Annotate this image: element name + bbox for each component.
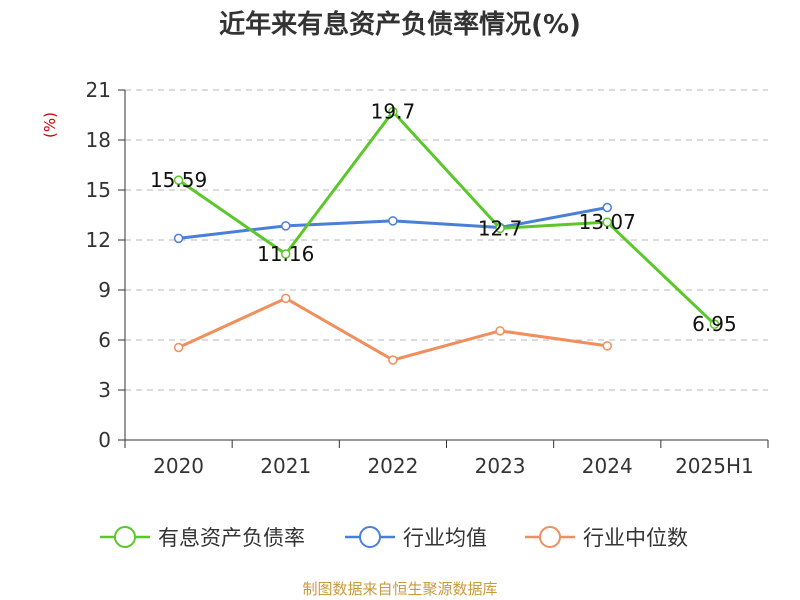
y-tick-label: 12 xyxy=(86,228,111,252)
x-tick-label: 2020 xyxy=(153,454,204,478)
legend-marker xyxy=(539,526,561,548)
data-label: 12.7 xyxy=(478,216,523,240)
y-tick-label: 9 xyxy=(98,278,111,302)
data-point xyxy=(281,293,291,304)
legend-label: 有息资产负债率 xyxy=(158,526,305,550)
legend-label: 行业中位数 xyxy=(583,526,688,550)
series-line xyxy=(177,296,608,362)
data-label: 6.95 xyxy=(692,312,737,336)
y-tick-label: 15 xyxy=(86,178,111,202)
data-point xyxy=(495,223,505,234)
x-tick-label: 2022 xyxy=(367,454,418,478)
y-tick-label: 0 xyxy=(98,428,111,452)
data-point xyxy=(709,319,720,329)
x-tick-label: 2025H1 xyxy=(675,454,754,478)
data-label: 15.59 xyxy=(150,168,207,192)
legend-marker xyxy=(359,526,381,548)
data-label: 13.07 xyxy=(579,210,636,234)
chart-title: 近年来有息资产负债率情况(%) xyxy=(219,10,581,40)
data-point xyxy=(281,221,291,231)
series-line xyxy=(177,110,716,326)
x-tick-label: 2024 xyxy=(582,454,633,478)
data-label: 11.16 xyxy=(257,242,314,266)
y-tick-label: 21 xyxy=(86,78,111,102)
legend-item: 有息资产负债率 xyxy=(100,526,305,550)
data-point xyxy=(388,355,398,365)
y-tick-label: 18 xyxy=(86,128,111,152)
data-point xyxy=(173,233,184,244)
data-point xyxy=(602,341,612,351)
y-tick-label: 3 xyxy=(98,378,111,402)
data-point xyxy=(173,342,184,353)
source-note: 制图数据来自恒生聚源数据库 xyxy=(302,580,498,598)
data-point xyxy=(495,326,505,336)
y-tick-label: 6 xyxy=(98,328,111,352)
data-point xyxy=(602,217,612,227)
data-point xyxy=(388,106,398,117)
x-tick-label: 2021 xyxy=(260,454,311,478)
data-label: 19.7 xyxy=(371,100,416,124)
x-tick-label: 2023 xyxy=(475,454,526,478)
legend-item: 行业均值 xyxy=(345,526,487,550)
legend-label: 行业均值 xyxy=(403,526,487,550)
data-point xyxy=(173,175,184,185)
legend-item: 行业中位数 xyxy=(525,526,688,550)
data-point xyxy=(388,216,398,226)
legend-marker xyxy=(114,526,136,548)
data-point xyxy=(281,249,291,259)
data-point xyxy=(602,202,612,213)
